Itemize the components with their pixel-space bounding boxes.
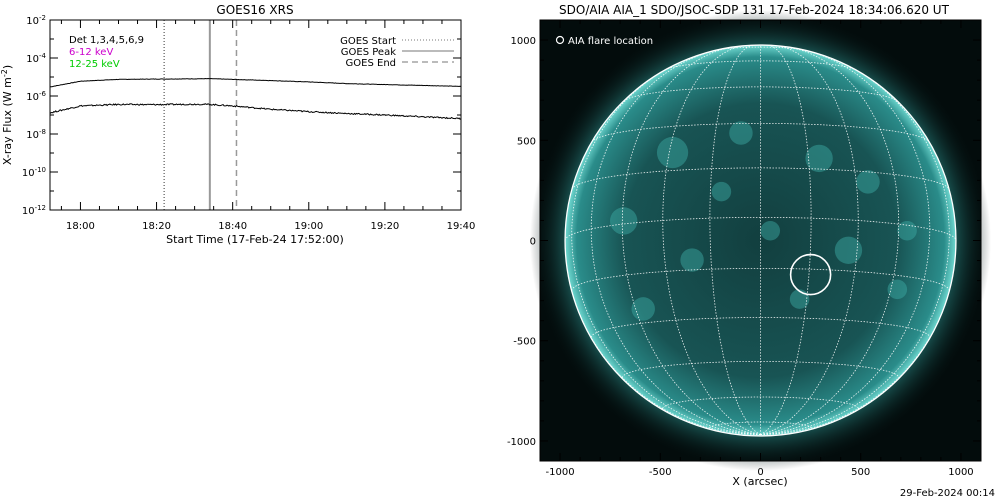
solar-limb <box>564 44 957 437</box>
active-region-blob <box>805 144 833 173</box>
goes-x-tick-label: 18:00 <box>66 221 95 232</box>
goes-series-line-1 <box>50 77 461 88</box>
goes-ticks: 18:00 18:20 18:40 19:00 19:20 19:40 10-12 10-10… <box>22 14 476 232</box>
flare-location-marker <box>789 253 832 296</box>
goes-legend-left-entry: 12-25 keV <box>69 59 120 70</box>
goes-y-tick-label: 10-8 <box>26 128 46 141</box>
aia-image-panel: SDO/AIA AIA_1 SDO/JSOC-SDP 131 17-Feb-20… <box>507 3 992 488</box>
aia-y-tick-label: -1000 <box>507 437 536 448</box>
active-region-blob <box>834 236 863 264</box>
latitude-line <box>591 123 930 143</box>
goes-y-tick-label: 10-4 <box>26 52 46 65</box>
footer-timestamp: 29-Feb-2024 00:14 <box>900 488 995 499</box>
active-region-blob <box>656 136 689 169</box>
aia-y-tick-label: 0 <box>530 237 536 248</box>
active-region-blob <box>760 220 781 241</box>
goes-legend-right-label: GOES Peak <box>341 47 396 58</box>
goes-legend-right-label: GOES End <box>346 58 396 69</box>
aia-y-tick-label: 500 <box>517 136 536 147</box>
aia-x-tick-label: 500 <box>851 467 870 478</box>
active-region-blob <box>897 220 917 241</box>
goes-legend-left-entry: Det 1,3,4,5,6,9 <box>69 35 144 46</box>
latitude-line <box>571 167 950 190</box>
aia-y-tick-label: 1000 <box>511 36 536 47</box>
goes-y-tick-label: 10-6 <box>26 90 46 103</box>
longitude-line <box>709 45 761 435</box>
latitude-line <box>662 396 859 409</box>
longitude-line <box>760 45 812 435</box>
goes-legend-left-entry: 6-12 keV <box>69 47 113 58</box>
heliographic-grid <box>565 45 956 435</box>
longitude-line <box>760 63 950 435</box>
flare-legend-icon <box>555 35 565 45</box>
latitude-line <box>664 60 857 71</box>
longitude-line <box>621 46 761 435</box>
active-region-blob <box>680 248 704 272</box>
aia-y-tick-label: -500 <box>513 337 536 348</box>
longitude-line <box>571 63 761 435</box>
active-region-blob <box>789 289 810 309</box>
aia-x-tick-label: 0 <box>757 467 763 478</box>
goes-y-tick-label: 10-10 <box>22 166 46 179</box>
active-region-blob <box>729 121 753 145</box>
active-region-blob <box>631 297 655 321</box>
longitude-line <box>760 49 931 435</box>
goes-legend-right-label: GOES Start <box>340 36 396 47</box>
goes-chart: GOES16 XRS 18:00 18:20 18:40 19:00 19:20 19:4… <box>0 3 475 246</box>
solar-disk <box>565 45 956 436</box>
goes-x-tick-label: 19:20 <box>370 221 399 232</box>
aia-xlabel: X (arcsec) <box>732 475 787 488</box>
active-region-blob <box>711 181 732 202</box>
goes-x-tick-label: 18:20 <box>142 221 171 232</box>
active-region-blob <box>887 279 908 300</box>
goes-x-tick-label: 18:40 <box>218 221 247 232</box>
aia-x-tick-label: 1000 <box>948 467 973 478</box>
goes-y-tick-label: 10-12 <box>22 204 46 217</box>
active-region-blob <box>856 170 880 194</box>
aia-x-tick-label: -500 <box>649 467 672 478</box>
goes-x-tick-label: 19:00 <box>294 221 323 232</box>
active-regions <box>610 121 917 321</box>
goes-series-group <box>50 20 461 210</box>
goes-series-line-2 <box>50 103 461 120</box>
active-region-blob <box>610 207 638 235</box>
longitude-line <box>760 46 900 435</box>
goes-ylabel: X-ray Flux (W m-2) <box>0 65 14 165</box>
aia-x-tick-label: -1000 <box>546 467 575 478</box>
longitude-line <box>590 49 761 435</box>
goes-chart-title: GOES16 XRS <box>216 3 293 17</box>
goes-x-tick-label: 19:40 <box>447 221 476 232</box>
goes-plot-frame <box>49 19 462 211</box>
latitude-line <box>623 86 898 102</box>
goes-y-tick-label: 10-2 <box>26 14 46 27</box>
aia-ticks: -1000 -500 0 500 1000 -1000 -500 0 500 1000 <box>507 20 981 478</box>
flare-legend-label: AIA flare location <box>568 36 653 47</box>
goes-xlabel: Start Time (17-Feb-24 17:52:00) <box>166 233 344 246</box>
